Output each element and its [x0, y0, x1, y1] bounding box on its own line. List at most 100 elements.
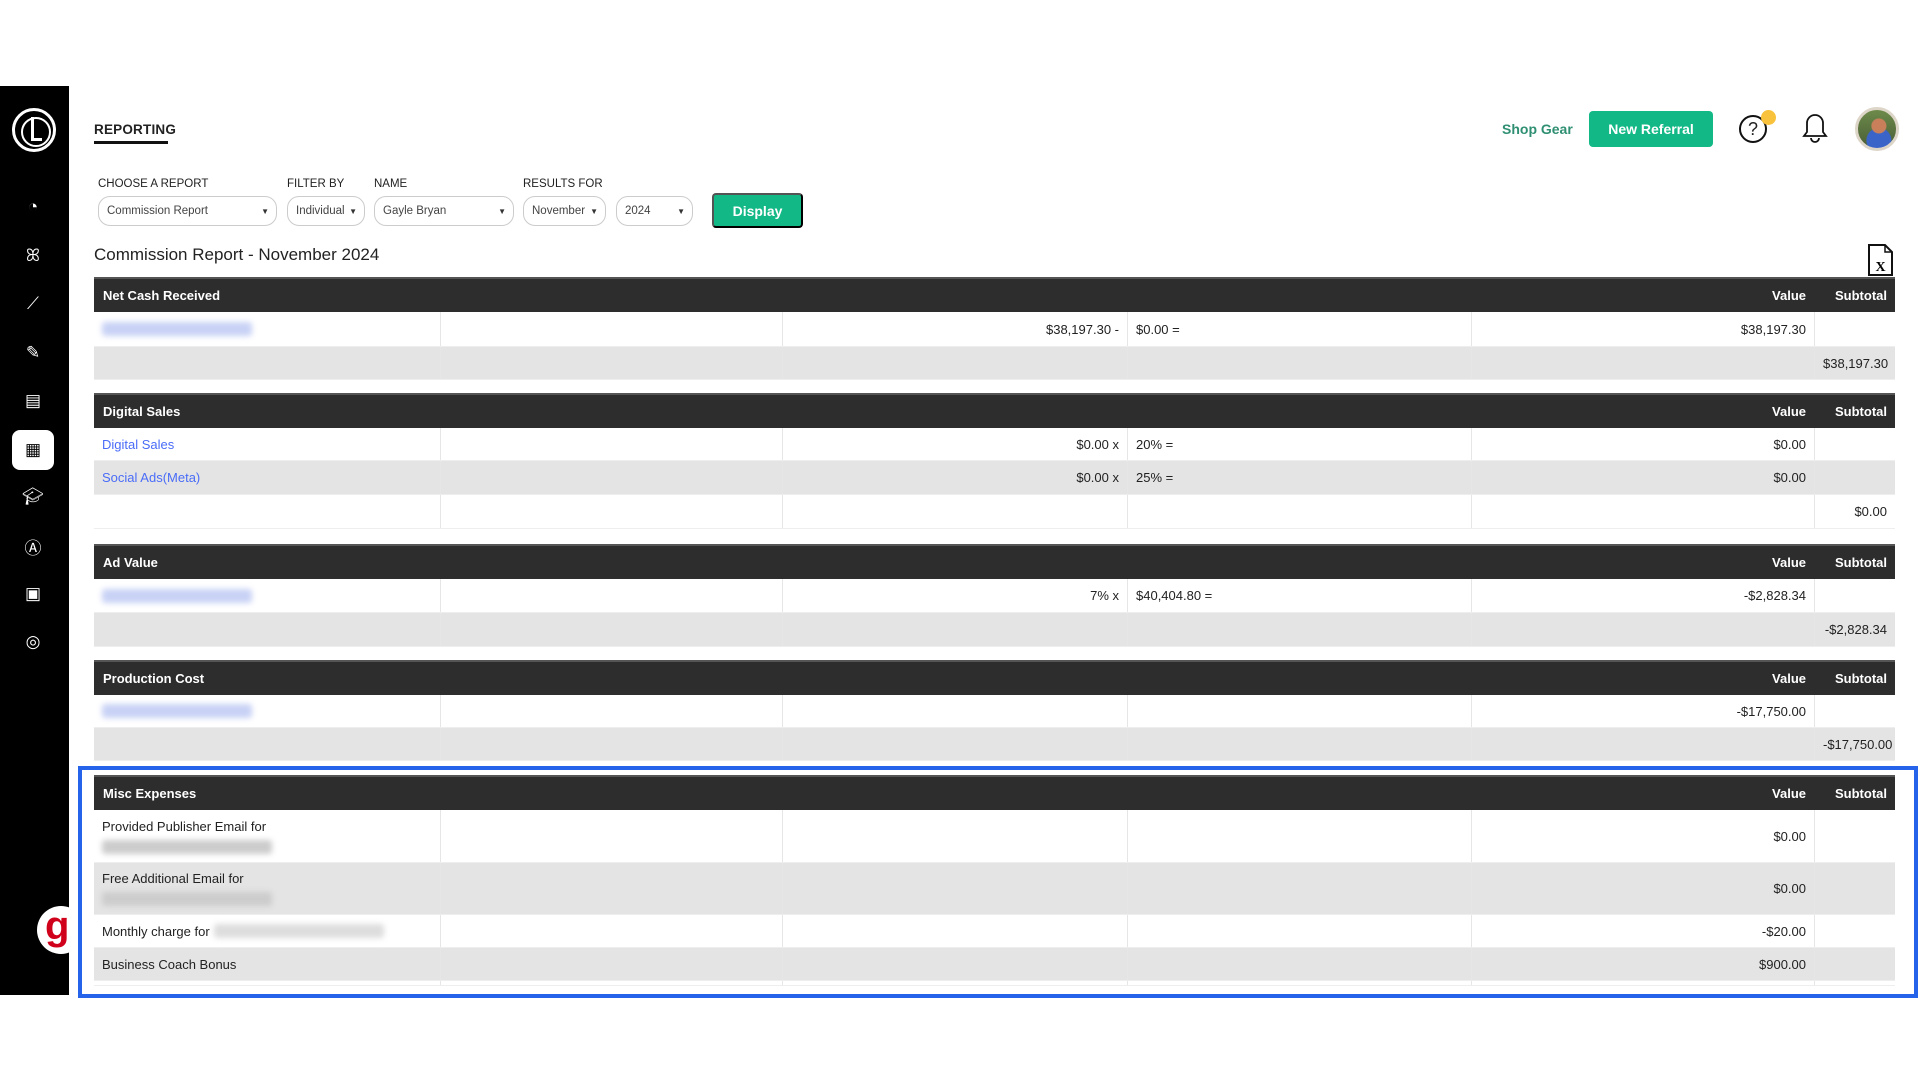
- label-cell: [94, 728, 441, 760]
- redacted-name: [102, 322, 252, 336]
- rate-cell: [1128, 981, 1472, 985]
- label-cell: Social Ads(Meta): [94, 461, 441, 494]
- table-row: Social Ads(Meta) $0.00 x 25% = $0.00: [94, 461, 1895, 495]
- row-label: Provided Publisher Email for: [102, 818, 267, 834]
- amount-cell: $0.00 x: [783, 428, 1128, 460]
- rate-cell: $0.00 =: [1128, 312, 1472, 346]
- help-icon[interactable]: ?: [1739, 115, 1767, 143]
- value-cell: $0.00: [1472, 428, 1815, 460]
- empty-cell: [441, 728, 783, 760]
- brand-logo[interactable]: [12, 108, 56, 152]
- sidebar-item-news[interactable]: ▤: [12, 381, 54, 421]
- rate-cell: [1128, 347, 1472, 379]
- label-cell: Free Additional Email for: [94, 863, 441, 914]
- empty-cell: [441, 428, 783, 460]
- brand-icon: Ⓐ: [24, 538, 42, 558]
- redacted-name: [102, 588, 252, 603]
- g-badge-icon[interactable]: g: [37, 906, 85, 954]
- row-link[interactable]: Social Ads(Meta): [102, 470, 201, 485]
- rate-cell: 25% =: [1128, 461, 1472, 494]
- section-title: Digital Sales: [103, 404, 181, 419]
- section-title: Ad Value: [103, 555, 158, 570]
- subtotal-cell: [1815, 981, 1895, 985]
- rate-cell: $40,404.80 =: [1128, 579, 1472, 612]
- user-avatar[interactable]: [1855, 107, 1899, 151]
- sidebar-item-brand[interactable]: Ⓐ: [12, 526, 54, 566]
- sidebar-item-people[interactable]: ꕤ: [12, 236, 54, 276]
- value-cell: [1472, 728, 1815, 760]
- rate-cell: 20% =: [1128, 428, 1472, 460]
- contacts-icon: ▣: [24, 584, 42, 603]
- bell-icon[interactable]: [1801, 112, 1829, 144]
- table-row: -$2,828.34: [94, 613, 1895, 647]
- row-label: Monthly charge for: [102, 923, 210, 939]
- label-cell: [94, 613, 441, 646]
- reporting-icon: ▦: [24, 440, 42, 459]
- rate-cell: [1128, 613, 1472, 646]
- subtotal-cell: -$2,828.34: [1824, 622, 1887, 637]
- rate-cell: [1128, 915, 1472, 947]
- value-cell: -$2,828.34: [1472, 579, 1815, 612]
- table-header: Net Cash Received Value Subtotal: [94, 277, 1895, 312]
- rate-cell: [1128, 863, 1472, 914]
- table-production-cost: Production Cost Value Subtotal -$17,750.00…: [94, 660, 1895, 761]
- month-select[interactable]: November: [523, 196, 606, 226]
- filter-by-select[interactable]: Individual: [287, 196, 365, 226]
- value-cell: $0.00: [1472, 461, 1815, 494]
- table-row: $38,197.30: [94, 347, 1895, 380]
- news-icon: ▤: [24, 391, 42, 410]
- rate-cell: [1128, 948, 1472, 980]
- redacted-email: [213, 924, 384, 938]
- redacted-name: [102, 704, 252, 718]
- table-misc-expenses: Misc Expenses Value Subtotal Provided Publi…: [94, 775, 1895, 986]
- subtotal-column-header: Subtotal: [1835, 786, 1887, 801]
- sidebar-item-contacts[interactable]: ▣: [12, 574, 54, 614]
- excel-export-icon[interactable]: X: [1867, 244, 1894, 276]
- row-link[interactable]: Digital Sales: [102, 436, 175, 452]
- value-cell: $0.00: [1472, 810, 1815, 862]
- empty-cell: [441, 695, 783, 727]
- notification-dot: [1761, 110, 1776, 125]
- name-select[interactable]: Gayle Bryan: [374, 196, 514, 226]
- empty-cell: [441, 915, 783, 947]
- value-cell: [1472, 347, 1815, 379]
- subtotal-cell: [1815, 695, 1895, 727]
- value-column-header: Value: [1772, 786, 1806, 801]
- sidebar-item-account[interactable]: ◎: [12, 622, 54, 662]
- account-icon: ◎: [25, 632, 41, 651]
- sidebar-item-reporting[interactable]: ▦: [12, 430, 54, 470]
- value-column-header: Value: [1772, 288, 1806, 303]
- label-cell: [94, 579, 441, 612]
- report-title: Commission Report - November 2024: [94, 245, 380, 264]
- report-select[interactable]: Commission Report: [98, 196, 277, 226]
- empty-cell: [441, 981, 783, 985]
- edit-icon: ✎: [25, 343, 41, 362]
- amount-cell: [783, 863, 1128, 914]
- table-row: -$17,750.00: [94, 728, 1895, 761]
- subtotal-cell: [1815, 312, 1895, 346]
- amount-cell: [783, 810, 1128, 862]
- dashboard-icon: ◔: [27, 197, 39, 216]
- sidebar-item-analytics[interactable]: ⟋: [12, 284, 54, 324]
- subtotal-cell: [1815, 461, 1895, 494]
- amount-cell: [783, 981, 1128, 985]
- amount-cell: [783, 695, 1128, 727]
- new-referral-button[interactable]: New Referral: [1589, 111, 1713, 147]
- sidebar-item-education[interactable]: 🎓︎: [12, 477, 54, 517]
- label-cell: [94, 695, 441, 727]
- year-select[interactable]: 2024: [616, 196, 693, 226]
- rate-cell: [1128, 810, 1472, 862]
- sidebar-item-edit[interactable]: ✎: [12, 333, 54, 373]
- shop-gear-link[interactable]: Shop Gear: [1502, 121, 1573, 137]
- section-title: Net Cash Received: [103, 288, 221, 303]
- display-button[interactable]: Display: [712, 193, 803, 228]
- table-row: Provided Publisher Email for $0.00: [94, 810, 1895, 863]
- redacted-email: [102, 839, 272, 854]
- value-column-header: Value: [1772, 404, 1806, 419]
- sidebar: [0, 86, 69, 995]
- amount-cell: $38,197.30 -: [783, 312, 1128, 346]
- tab-reporting[interactable]: REPORTING: [94, 122, 177, 137]
- empty-cell: [441, 863, 783, 914]
- sidebar-item-dashboard[interactable]: ◔: [12, 187, 54, 227]
- label-cell: Digital Sales: [94, 428, 441, 460]
